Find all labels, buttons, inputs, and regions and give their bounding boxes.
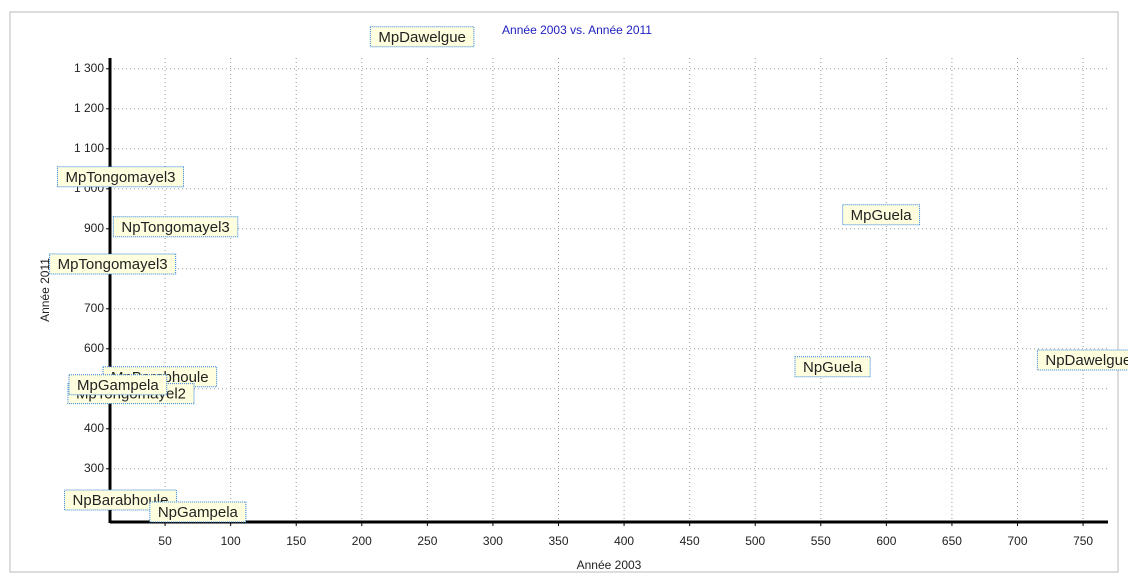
x-tick-label: 400 [614,534,634,548]
point-label: NpBarabhoule [64,489,177,511]
label-text: NpBarabhoule [73,492,169,509]
label-box [112,216,239,238]
label-text: MpDawelgue [378,29,466,46]
chart-title: Année 2003 vs. Année 2011 [502,23,652,37]
label-box [369,26,475,48]
label-box [49,253,177,275]
x-tick-label: 200 [352,534,372,548]
label-box [68,374,168,396]
label-text: MpTongomayel3 [58,256,168,273]
x-tick-label: 600 [876,534,896,548]
label-box [842,204,921,226]
x-tick-label: 250 [417,534,437,548]
point-label: MpGuela [842,204,921,226]
point-label: MpGampela [68,374,168,396]
label-box [64,489,177,511]
point-label: MpTongomayel3 [56,166,185,188]
label-text: MpGuela [851,207,913,224]
x-tick-label: 750 [1073,534,1093,548]
x-axis-label: Année 2003 [577,558,642,572]
y-tick-label: 700 [84,301,104,315]
x-tick-label: 700 [1007,534,1027,548]
x-tick-label: 650 [942,534,962,548]
x-tick-label: 150 [286,534,306,548]
y-tick-label: 900 [84,221,104,235]
label-box [794,356,871,378]
x-tick-label: 350 [548,534,568,548]
label-box [56,166,185,188]
point-label: NpDawelgue [1036,349,1128,371]
point-label: NpTongomayel3 [112,216,239,238]
label-box [149,501,247,523]
label-text: NpDawelgue [1045,352,1128,369]
label-text: NpTongomayel3 [121,219,229,236]
x-tick-label: 450 [680,534,700,548]
x-tick-label: 500 [745,534,765,548]
label-text: MpGampela [77,377,159,394]
y-tick-label: 400 [84,421,104,435]
point-label: MpDawelgue [369,26,475,48]
y-tick-label: 600 [84,341,104,355]
frame [9,11,1119,573]
label-text: MpTongomayel3 [65,169,175,186]
x-tick-label: 300 [483,534,503,548]
point-label: NpGuela [794,356,871,378]
x-tick-label: 100 [221,534,241,548]
y-tick-label: 1 300 [74,61,104,75]
point-label: MpTongomayel3 [49,253,177,275]
y-tick-label: 1 100 [74,141,104,155]
label-box [1036,349,1128,371]
y-tick-label: 300 [84,461,104,475]
point-label: NpGampela [149,501,247,523]
y-tick-label: 1 200 [74,101,104,115]
x-tick-label: 50 [158,534,172,548]
label-text: NpGuela [803,359,863,376]
y-axis-label: Année 2011 [38,258,52,322]
label-text: NpGampela [158,504,239,521]
x-tick-label: 550 [811,534,831,548]
